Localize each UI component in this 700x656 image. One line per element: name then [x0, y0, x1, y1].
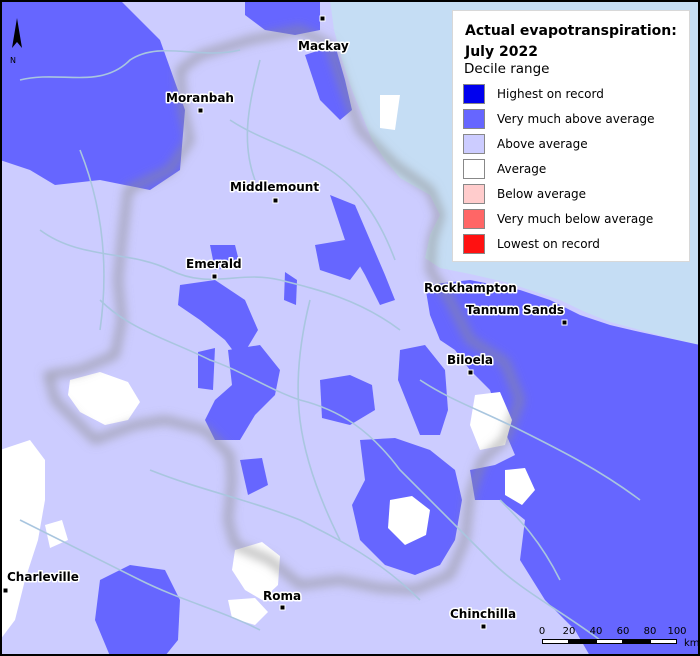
legend-item-label: Very much below average — [497, 212, 654, 226]
scale-tick-label: 20 — [562, 626, 576, 637]
legend-item-above: Above average — [463, 134, 683, 158]
town-moranbah[interactable]: Moranbah — [165, 90, 235, 114]
town-label: Chinchilla — [450, 607, 516, 621]
legend-title-line2: July 2022 — [465, 44, 538, 60]
north-arrow: N — [10, 18, 22, 65]
town-label: Tannum Sands — [466, 303, 564, 317]
legend-item-very-much-below: Very much below average — [463, 209, 683, 233]
scale-segment — [542, 639, 569, 644]
legend-swatch — [463, 84, 485, 104]
legend-item-label: Above average — [497, 137, 588, 151]
legend-item-average: Average — [463, 159, 683, 183]
legend-item-label: Below average — [497, 187, 587, 201]
basin-boundary — [43, 26, 524, 594]
legend-item-below: Below average — [463, 184, 683, 208]
town-marker-icon — [272, 197, 279, 204]
scale-bar: 0 20 40 60 80 100 km — [536, 626, 700, 652]
scale-tick-label: 60 — [616, 626, 630, 637]
scale-segment — [650, 639, 677, 644]
legend-subtitle: Decile range — [464, 61, 550, 77]
town-marker-icon — [2, 587, 9, 594]
town-emerald[interactable]: Emerald — [185, 256, 243, 280]
town-label: Middlemount — [230, 180, 319, 194]
legend-swatch — [463, 159, 485, 179]
legend-swatch — [463, 209, 485, 229]
legend-title-line1: Actual evapotranspiration: — [465, 23, 677, 39]
town-marker-icon — [561, 319, 568, 326]
scale-tick-label: 80 — [643, 626, 657, 637]
legend-swatch — [463, 234, 485, 254]
town-biloela[interactable]: Biloela — [446, 352, 494, 376]
town-chinchilla[interactable]: Chinchilla — [449, 606, 518, 630]
towns: Mackay Moranbah Middlemount Emerald Rock… — [2, 15, 568, 630]
town-label: Roma — [263, 589, 301, 603]
scale-segment — [623, 639, 650, 644]
legend-item-label: Highest on record — [497, 87, 604, 101]
legend-swatch — [463, 184, 485, 204]
legend-item-label: Average — [497, 162, 547, 176]
town-marker-icon — [480, 623, 487, 630]
town-marker-icon — [467, 369, 474, 376]
scale-segment — [596, 639, 623, 644]
town-marker-icon — [319, 15, 326, 22]
town-label: Charleville — [7, 570, 79, 584]
town-marker-icon — [279, 604, 286, 611]
town-label: Biloela — [447, 353, 493, 367]
town-label: Moranbah — [166, 91, 234, 105]
legend-swatch — [463, 109, 485, 129]
legend-item-very-much-above: Very much above average — [463, 109, 683, 133]
scale-segment — [569, 639, 596, 644]
legend-item-lowest: Lowest on record — [463, 234, 683, 258]
town-rockhampton[interactable]: Rockhampton — [423, 280, 519, 297]
map-legend: Actual evapotranspiration: July 2022 Dec… — [452, 10, 690, 262]
north-label: N — [10, 56, 16, 65]
town-mackay[interactable]: Mackay — [297, 15, 350, 55]
town-charleville[interactable]: Charleville — [2, 569, 80, 594]
town-roma[interactable]: Roma — [262, 588, 303, 611]
legend-item-highest: Highest on record — [463, 84, 683, 108]
town-marker-icon — [197, 107, 204, 114]
rivers — [19, 49, 641, 641]
town-label: Mackay — [298, 39, 349, 53]
scale-tick-label: 0 — [538, 626, 546, 637]
legend-item-label: Very much above average — [497, 112, 655, 126]
north-arrow-icon — [12, 18, 22, 48]
legend-item-label: Lowest on record — [497, 237, 600, 251]
scale-tick-label: 100 — [667, 626, 687, 637]
scale-unit: km — [684, 638, 700, 649]
scale-tick-label: 40 — [589, 626, 603, 637]
legend-title: Actual evapotranspiration: July 2022 — [465, 21, 677, 63]
town-label: Emerald — [186, 257, 242, 271]
town-label: Rockhampton — [424, 281, 517, 295]
town-middlemount[interactable]: Middlemount — [229, 179, 321, 204]
average-regions — [0, 95, 535, 640]
town-tannum-sands[interactable]: Tannum Sands — [465, 302, 568, 326]
legend-swatch — [463, 134, 485, 154]
town-marker-icon — [211, 273, 218, 280]
